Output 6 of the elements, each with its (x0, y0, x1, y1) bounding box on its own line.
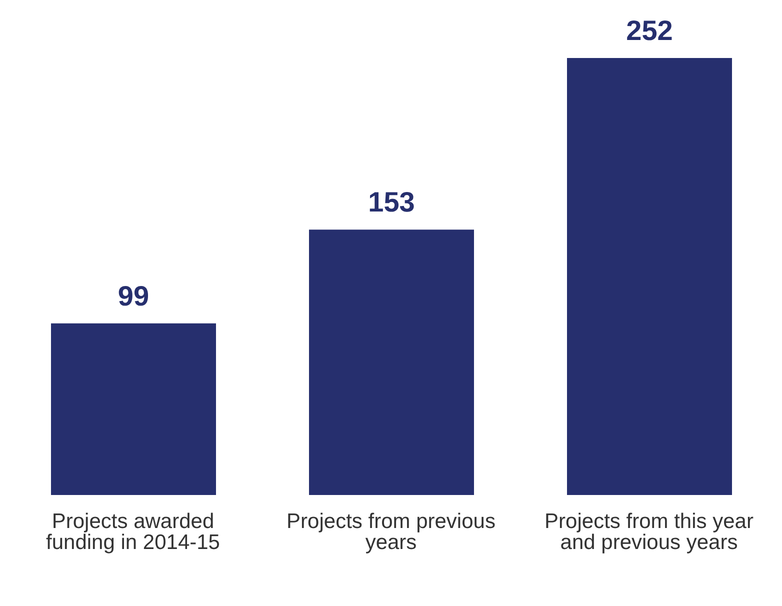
x-tick-label: Projects from this year and previous years (544, 510, 754, 554)
data-label: 252 (626, 15, 673, 46)
data-label: 153 (368, 186, 415, 218)
data-label: 99 (118, 280, 150, 312)
x-tick-label: Projects from previous years (286, 510, 496, 554)
x-tick-label: Projects awarded funding in 2014-15 (46, 510, 220, 554)
